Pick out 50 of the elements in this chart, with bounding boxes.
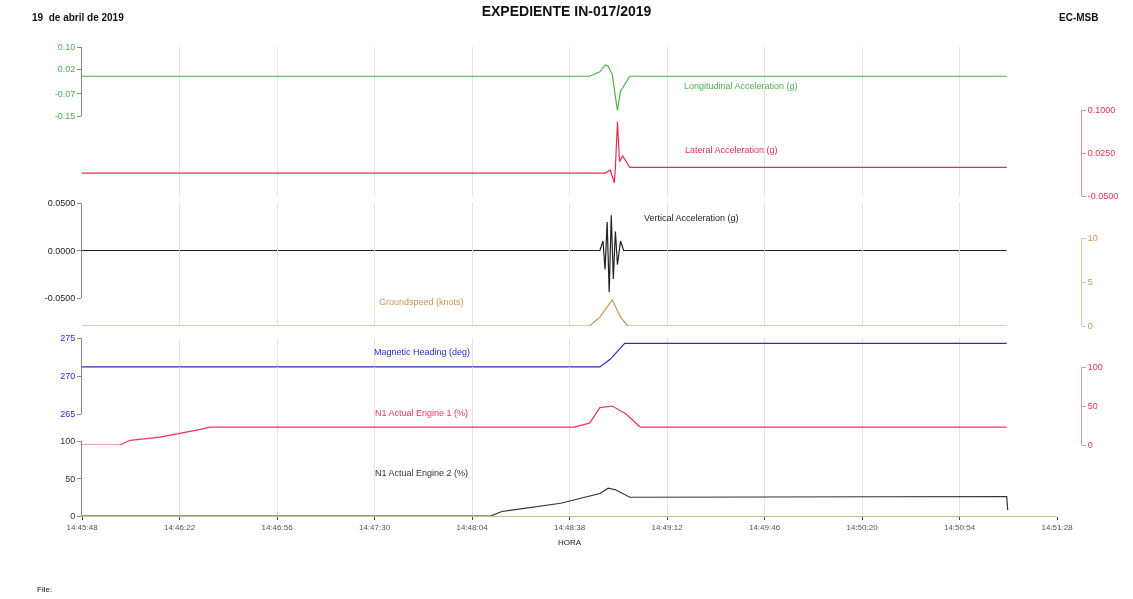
- y-tick-label: 0.1000: [1087, 105, 1116, 116]
- y-tick-label: 0.0500: [47, 198, 76, 209]
- x-tick-label: 14:51:28: [1041, 522, 1074, 532]
- y-tick-label: 0: [70, 511, 76, 522]
- line-series: [82, 214, 1008, 293]
- text: 19 de abril de 2019: [32, 12, 125, 23]
- y-tick-label: 265: [60, 409, 76, 420]
- x-tick-label: 14:48:04: [456, 522, 489, 532]
- x-tick-label: 14:50:54: [943, 522, 976, 532]
- y-tick-label: -0.0500: [44, 293, 76, 304]
- series-label: Longitudinal Acceleration (g): [684, 81, 798, 91]
- x-tick-label: 14:46:56: [261, 522, 294, 532]
- y-tick-label: -0.07: [54, 89, 76, 100]
- line-series: [82, 487, 1009, 516]
- line-series: [82, 405, 1008, 445]
- y-tick-label: -0.0500: [1087, 191, 1119, 202]
- series-label: Lateral Acceleration (g): [685, 145, 778, 155]
- x-tick-label: 14:50:20: [846, 522, 879, 532]
- y-tick-label: 100: [60, 436, 76, 447]
- text: File:: [37, 585, 53, 594]
- x-tick-label: 14:45:48: [66, 522, 99, 532]
- text: Groundspeed (knots): [379, 297, 464, 307]
- y-tick-label: 0: [1087, 321, 1093, 332]
- text: N1 Actual Engine 2 (%): [375, 468, 469, 478]
- line-series: [82, 121, 1008, 184]
- series-label: N1 Actual Engine 1 (%): [375, 408, 469, 418]
- y-tick-label: 275: [60, 333, 76, 344]
- y-tick-label: 50: [1087, 401, 1098, 412]
- y-tick-label: 0.0000: [47, 245, 76, 256]
- y-tick-label: 50: [65, 473, 76, 484]
- y-tick-label: 270: [60, 371, 76, 382]
- x-tick-label: 14:47:30: [358, 522, 391, 532]
- y-tick-label: 0: [1087, 440, 1093, 451]
- y-tick-label: 0.02: [57, 64, 76, 75]
- x-tick-label: 14:48:38: [553, 522, 586, 532]
- x-axis-title: HORA: [557, 537, 582, 547]
- text: Vertical Acceleration (g): [644, 213, 739, 223]
- line-series: [82, 64, 1008, 112]
- x-tick-label: 14:46:22: [163, 522, 196, 532]
- y-tick-label: 0.10: [57, 42, 76, 53]
- y-tick-label: 100: [1087, 362, 1103, 373]
- x-tick-label: 14:49:46: [748, 522, 781, 532]
- chart-title: EXPEDIENTE IN-017/2019: [481, 2, 652, 19]
- series-label: Magnetic Heading (deg): [374, 347, 471, 357]
- y-tick-label: 5: [1087, 277, 1093, 288]
- x-tick-label: 14:49:12: [651, 522, 684, 532]
- y-tick-label: 10: [1087, 233, 1098, 244]
- y-tick-label: 0.0250: [1087, 148, 1116, 159]
- text: EC-MSB: [1059, 12, 1099, 23]
- y-tick-label: -0.15: [54, 111, 76, 122]
